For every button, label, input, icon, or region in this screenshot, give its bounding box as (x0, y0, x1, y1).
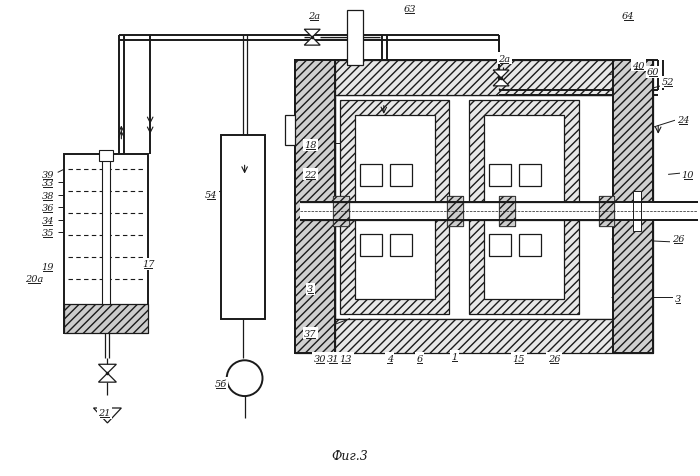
Bar (64, 155, 148, 334)
Text: 64: 64 (622, 12, 635, 21)
Bar (519, 165, 541, 187)
Text: 2а: 2а (308, 12, 321, 21)
Bar (489, 235, 511, 257)
Circle shape (227, 360, 262, 396)
Bar (613, 61, 653, 354)
Text: 1: 1 (452, 352, 458, 361)
Bar (286, 116, 295, 145)
Bar (519, 235, 541, 257)
Text: 30: 30 (314, 354, 326, 363)
Text: 54: 54 (204, 190, 217, 199)
Polygon shape (494, 71, 509, 79)
Text: 35: 35 (41, 228, 54, 237)
Text: 19: 19 (41, 263, 54, 272)
Bar (333, 197, 349, 227)
Text: 18: 18 (304, 141, 316, 150)
Bar (99, 150, 113, 162)
Bar (335, 319, 613, 354)
Bar (220, 135, 265, 319)
Bar (335, 96, 613, 319)
Text: 15: 15 (513, 354, 525, 363)
Polygon shape (99, 365, 116, 373)
Bar (598, 197, 615, 227)
Text: 5б: 5б (215, 379, 227, 388)
Bar (340, 100, 449, 314)
Text: 37: 37 (304, 329, 316, 338)
Text: 26: 26 (672, 235, 685, 244)
Bar (469, 100, 579, 314)
Bar (390, 235, 412, 257)
Polygon shape (94, 408, 121, 423)
Bar (360, 165, 382, 187)
Text: 10: 10 (682, 170, 694, 179)
Bar (489, 165, 511, 187)
Bar (499, 197, 515, 227)
Bar (347, 11, 363, 66)
Bar (335, 61, 613, 96)
Text: Фиг.3: Фиг.3 (332, 449, 368, 462)
Text: 60: 60 (647, 69, 659, 77)
Text: 31: 31 (327, 354, 340, 363)
Bar (360, 235, 382, 257)
Bar (634, 192, 641, 231)
Text: 33: 33 (41, 178, 54, 188)
Polygon shape (99, 373, 116, 382)
Text: 38: 38 (41, 191, 54, 200)
Text: 13: 13 (340, 354, 352, 363)
Bar (447, 197, 463, 227)
Bar (484, 116, 564, 299)
Text: 20а: 20а (25, 275, 43, 284)
Bar (355, 116, 435, 299)
Bar (295, 61, 653, 354)
Text: 39: 39 (41, 170, 54, 179)
Text: 34: 34 (41, 216, 54, 225)
Bar (333, 197, 349, 227)
Text: 52: 52 (662, 78, 674, 87)
Bar (390, 165, 412, 187)
Bar (598, 197, 615, 227)
Text: 40: 40 (632, 61, 645, 70)
Text: 3: 3 (307, 285, 314, 294)
Bar (300, 203, 698, 221)
Text: 2а: 2а (498, 54, 510, 63)
Bar (295, 61, 653, 354)
Text: 22: 22 (304, 170, 316, 179)
Bar (499, 197, 515, 227)
Bar (64, 304, 148, 334)
Text: 24: 24 (677, 116, 690, 125)
Bar (613, 61, 653, 354)
Text: 17: 17 (142, 260, 155, 269)
Bar (295, 61, 335, 354)
Polygon shape (304, 30, 320, 38)
Text: 63: 63 (403, 5, 416, 14)
Polygon shape (494, 79, 509, 87)
Bar (295, 61, 335, 354)
Text: 36: 36 (41, 203, 54, 212)
Text: 26: 26 (547, 354, 560, 363)
Text: 6: 6 (416, 354, 423, 363)
Polygon shape (304, 38, 320, 46)
Text: 4: 4 (386, 354, 393, 363)
Text: 21: 21 (98, 408, 111, 417)
Bar (102, 160, 111, 304)
Bar (447, 197, 463, 227)
Text: 3: 3 (675, 295, 681, 304)
